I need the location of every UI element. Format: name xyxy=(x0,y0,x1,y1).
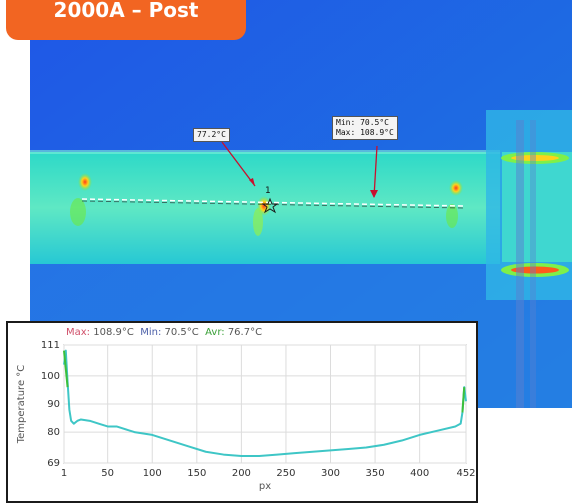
y-tick-label: 80 xyxy=(47,427,60,438)
x-tick-label: 200 xyxy=(232,468,251,479)
x-tick-label: 400 xyxy=(410,468,429,479)
title-badge-label: 2000A – Post xyxy=(53,0,199,22)
profile-stats: Max: 108.9°C Min: 70.5°C Avr: 76.7°C xyxy=(66,327,262,338)
line-min-max-callout: Min: 70.5°C Max: 108.9°C xyxy=(332,116,398,140)
x-tick-label: 150 xyxy=(187,468,206,479)
x-tick-label: 452 xyxy=(456,468,475,479)
x-tick-label: 250 xyxy=(276,468,295,479)
x-tick-label: 300 xyxy=(321,468,340,479)
min-value: 70.5°C xyxy=(164,327,199,338)
title-badge: 2000A – Post xyxy=(6,0,246,40)
avr-key: Avr: xyxy=(205,327,225,338)
y-tick-label: 100 xyxy=(41,371,60,382)
max-value: 108.9°C xyxy=(93,327,134,338)
end-peak-highlight xyxy=(461,387,466,413)
temperature-series-line xyxy=(63,349,467,457)
temperature-profile-panel: Max: 108.9°C Min: 70.5°C Avr: 76.7°C 1 50… xyxy=(6,321,478,503)
min-key: Min: xyxy=(140,327,162,338)
x-tick-label: 100 xyxy=(143,468,162,479)
spot-temperature-callout: 77.2°C xyxy=(193,128,230,142)
temperature-line-chart: 1 50 100 150 200 250 300 350 400 452698090100111p… xyxy=(16,340,476,492)
x-axis-label: px xyxy=(259,481,271,492)
x-tick-label: 350 xyxy=(366,468,385,479)
x-tick-label: 50 xyxy=(101,468,114,479)
start-peak-highlight xyxy=(63,350,69,388)
avr-value: 76.7°C xyxy=(227,327,263,338)
y-tick-label: 69 xyxy=(47,458,60,469)
max-key: Max: xyxy=(66,327,91,338)
marker-number: 1 xyxy=(265,186,271,196)
y-axis-label: Temperature °C xyxy=(16,365,27,445)
y-tick-label: 90 xyxy=(47,399,60,410)
x-tick-label: 1 xyxy=(61,468,67,479)
y-tick-label: 111 xyxy=(41,340,60,351)
